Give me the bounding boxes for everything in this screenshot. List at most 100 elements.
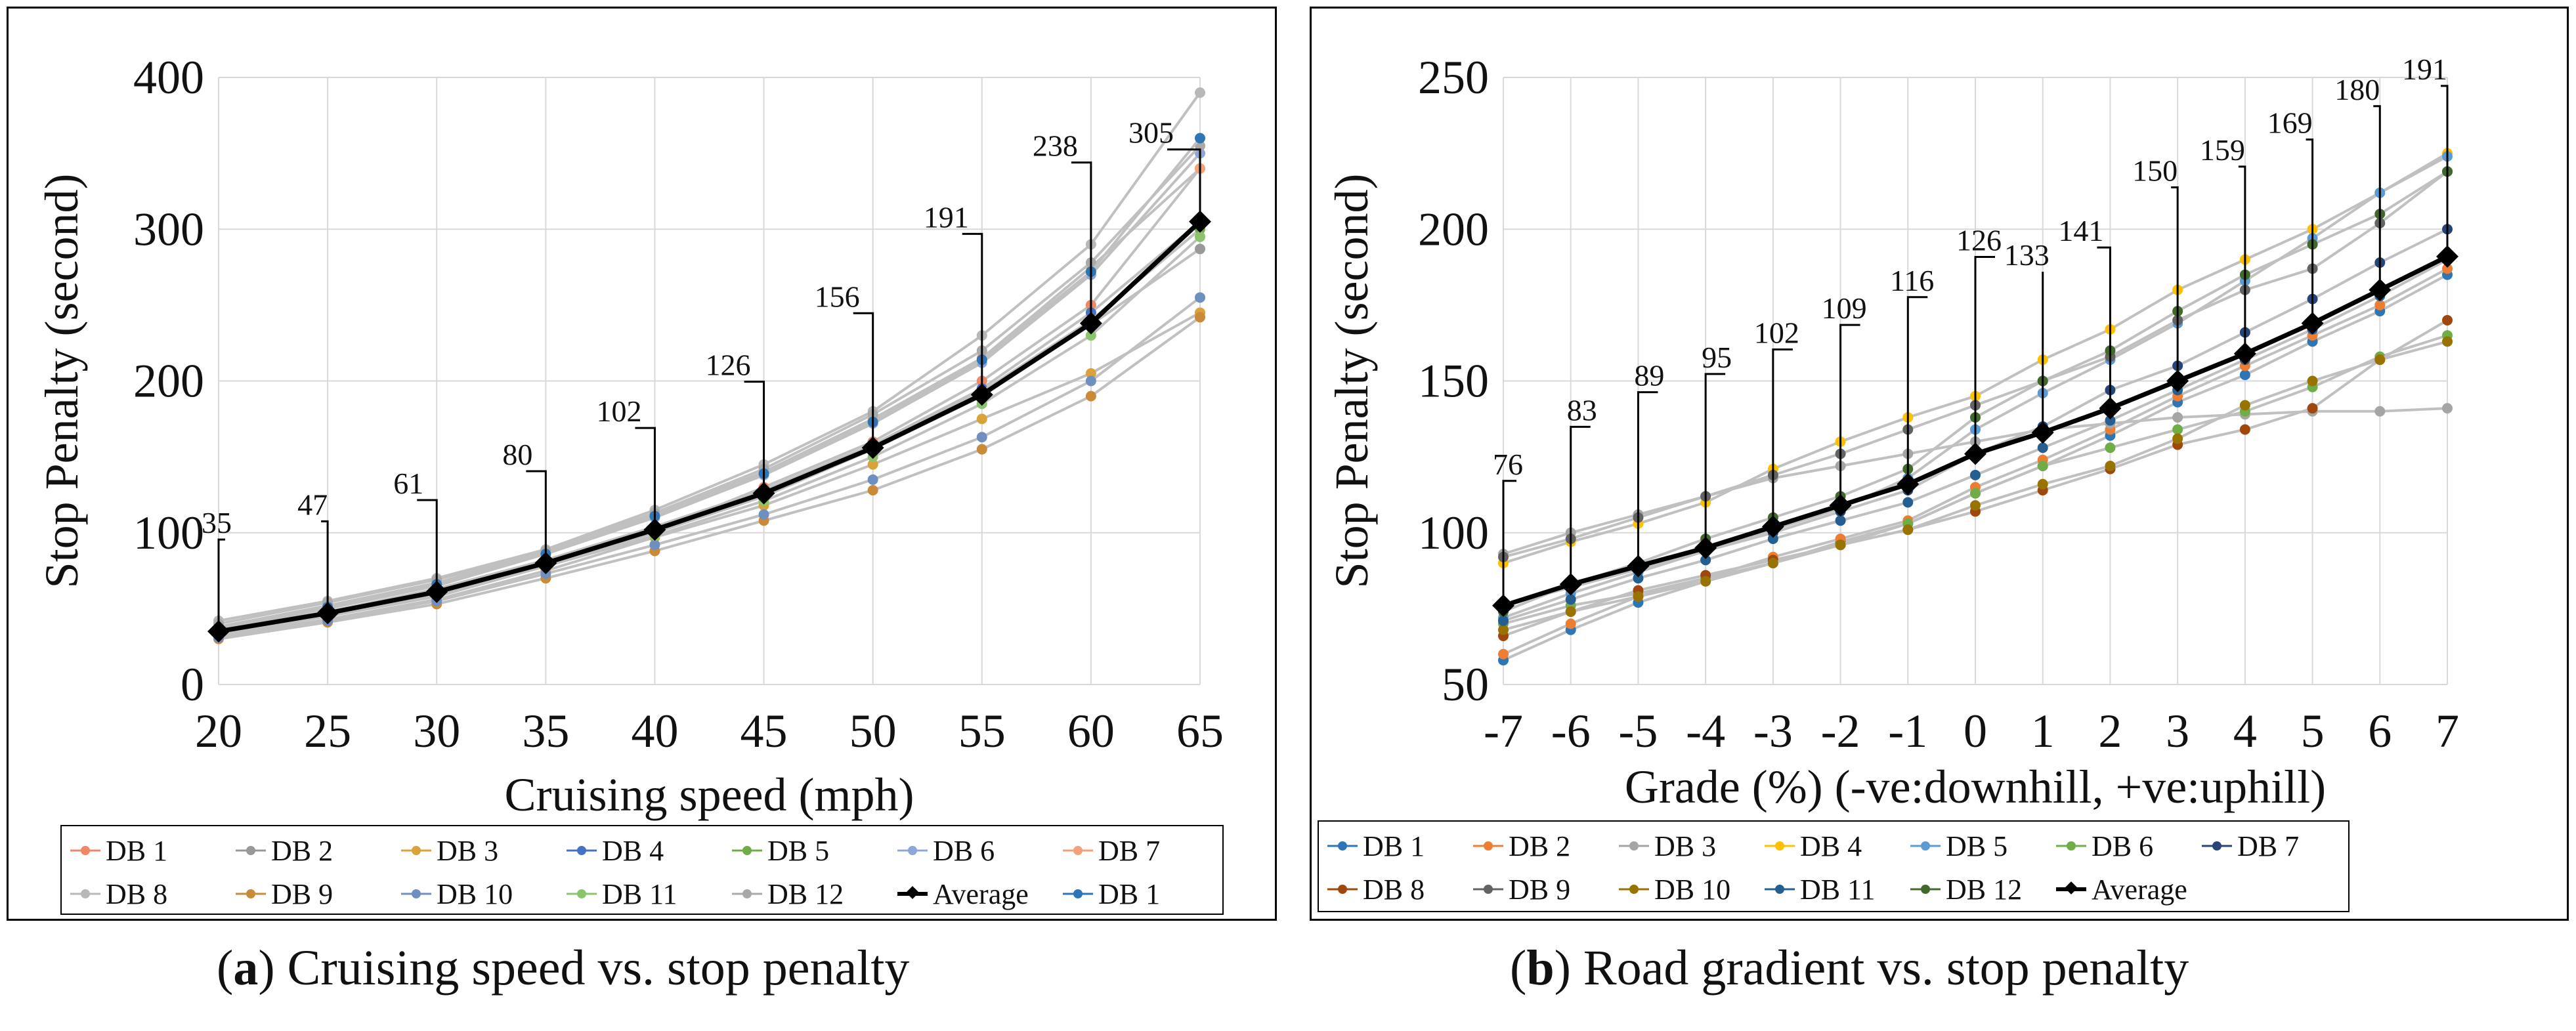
average-point [425, 580, 448, 603]
average-point [752, 482, 775, 505]
average-point [2031, 421, 2054, 444]
series-point [1195, 312, 1205, 323]
legend-entry: DB 8 [1327, 873, 1425, 906]
average-point [534, 552, 557, 574]
caption-b-text: Road gradient vs. stop penalty [1583, 940, 2189, 996]
annotation-leader [217, 538, 225, 624]
legend-label: DB 8 [1363, 873, 1425, 906]
legend-entry: DB 6 [2056, 830, 2153, 862]
legend-box [1318, 820, 2350, 912]
series-point [2037, 461, 2048, 471]
series-db-5 [213, 224, 1205, 637]
legend-entry: DB 7 [1063, 835, 1160, 867]
legend-swatch-marker [1775, 841, 1784, 851]
legend-entry: DB 5 [732, 835, 829, 867]
average-point [1829, 494, 1852, 517]
annotation-leader [2171, 186, 2179, 373]
legend-entry: DB 8 [70, 878, 167, 910]
legend-label: DB 1 [106, 835, 167, 867]
series-point [2172, 424, 2183, 435]
legend-entry: DB 6 [897, 835, 995, 867]
legend-label: DB 2 [1509, 830, 1570, 862]
series-point [2442, 336, 2453, 347]
annotation-label: 76 [1493, 448, 1523, 481]
series-point [2239, 424, 2250, 435]
legend-swatch-marker [1629, 841, 1639, 851]
x-tick-label: 45 [741, 705, 788, 757]
panel-b: 50 100 150 200 250 -7 -6 -5 -4 -3 -2 -1 0 1 2 3 4 5 6 7 Grad… [1310, 7, 2569, 921]
series-point [1195, 87, 1205, 98]
legend-entry: DB 11 [567, 878, 677, 910]
annotation-label: 89 [1634, 359, 1664, 392]
series-point [2172, 412, 2183, 423]
average-point [1627, 555, 1650, 578]
series-line [218, 236, 1201, 635]
y-tick-label: 300 [133, 203, 204, 255]
legend-entry: DB 12 [732, 878, 844, 910]
average-point [2099, 397, 2122, 420]
series-point [2442, 403, 2453, 414]
annotation-label: 126 [1956, 224, 2002, 257]
series-db-10 [1498, 336, 2453, 635]
legend-swatch-marker [2212, 841, 2222, 851]
legend-swatch-marker [577, 889, 586, 898]
average-point [207, 620, 230, 643]
y-tick-label: 250 [1418, 51, 1489, 104]
series-point [2105, 415, 2116, 426]
annotation-label: 95 [1702, 341, 1732, 374]
legend-label: DB 7 [1098, 835, 1160, 867]
legend-entry: DB 1 [1063, 878, 1160, 910]
annotation-leader [1772, 348, 1793, 519]
legend-swatch-marker [412, 846, 421, 855]
series-point [867, 474, 878, 485]
annotation-label: 159 [2200, 133, 2245, 167]
legend-swatch-marker [81, 846, 90, 855]
annotation-label: 156 [815, 280, 860, 313]
annotation-leader [1570, 425, 1591, 577]
legend-box [60, 825, 1224, 915]
series-point [2105, 442, 2116, 453]
series-point [1195, 133, 1205, 144]
y-tick-label: 50 [1442, 658, 1489, 711]
legend-swatch-marker [1921, 841, 1930, 851]
series-point [1633, 591, 1644, 602]
legend-swatch-marker [81, 889, 90, 898]
series-point [1085, 368, 1096, 379]
x-tick-label: 7 [2436, 705, 2459, 757]
series-point [1767, 558, 1778, 568]
series-point [1565, 606, 1576, 617]
y-tick-label: 400 [133, 51, 204, 104]
legend-swatch-marker [577, 846, 586, 855]
series-point [2307, 375, 2318, 387]
series-line [218, 167, 1201, 629]
x-tick-label: 5 [2301, 705, 2325, 757]
legend-entry: DB 2 [1473, 830, 1570, 862]
legend-label: DB 9 [271, 878, 333, 910]
legend-swatch-marker [1338, 885, 1347, 894]
annotation-leader [2373, 105, 2381, 282]
x-tick-label: 55 [958, 705, 1006, 757]
annotation-leader [526, 470, 547, 555]
legend-entry: DB 10 [1619, 873, 1730, 906]
annotation-leader [1974, 256, 1995, 446]
caption-a-letter: a [233, 940, 259, 996]
legend-swatch-marker [742, 889, 752, 898]
annotation-label: 141 [2058, 214, 2103, 247]
legend-label: DB 4 [1800, 830, 1862, 862]
legend-label: DB 5 [767, 835, 829, 867]
legend-entry: Average [897, 878, 1029, 910]
annotation-leader [1704, 373, 1726, 540]
x-tick-label: -7 [1484, 705, 1523, 757]
series-point [2037, 478, 2048, 490]
annotation-label: 169 [2267, 106, 2313, 140]
series-point [1902, 497, 1914, 508]
series-line [218, 137, 1201, 631]
annotation-leader [962, 232, 983, 387]
series-point [2037, 442, 2048, 453]
series-point [1633, 573, 1644, 584]
y-tick-label: 100 [133, 507, 204, 559]
series-point [2105, 461, 2116, 471]
legend-label: DB 5 [1946, 830, 2007, 862]
legend-swatch-marker [908, 846, 917, 855]
annotation-leader [417, 499, 438, 584]
